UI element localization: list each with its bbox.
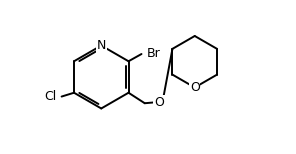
- Text: Br: Br: [147, 47, 161, 60]
- Text: N: N: [96, 39, 106, 52]
- Text: O: O: [154, 96, 164, 109]
- Text: O: O: [190, 81, 200, 94]
- Text: Cl: Cl: [45, 90, 57, 103]
